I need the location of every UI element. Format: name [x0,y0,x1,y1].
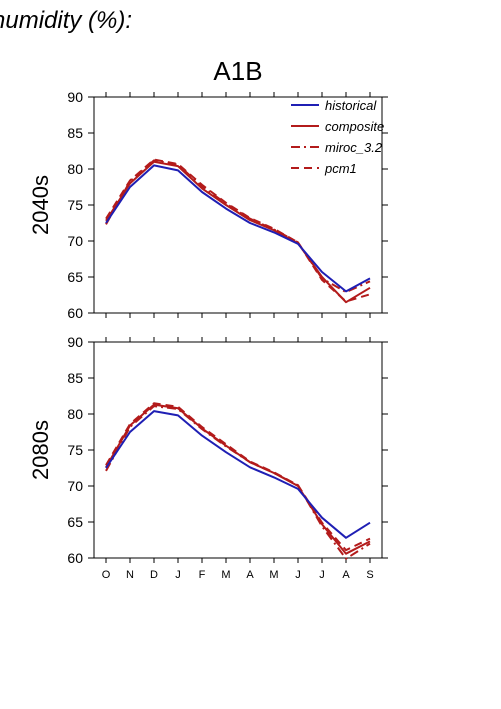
chart-legend: historical composite miroc_3.2 pcm1 [291,98,384,176]
row-label-2080s: 2080s [28,420,53,480]
y-tick-label: 60 [67,305,83,321]
plot-frame [93,341,383,559]
panel-2040s: 60 65 70 75 80 85 90 2040s [28,89,388,321]
series-line-pcm1 [105,158,371,303]
series-line-miroc-3-2 [105,159,371,294]
y-tick-label: 65 [67,269,83,285]
y-tick-label: 80 [67,406,83,422]
x-tick-label: J [175,569,181,581]
series-line-historical [105,164,371,293]
x-tick-label: F [199,569,206,581]
x-tick-label: O [102,569,111,581]
series-line-composite [105,160,371,304]
y-tick-label: 90 [67,334,83,350]
legend-label-miroc-3-2: miroc_3.2 [325,140,383,155]
x-tick-label: N [126,569,134,581]
x-tick-label: A [342,569,350,581]
y-tick-label: 65 [67,514,83,530]
page-header: humidity (%): [0,7,132,34]
series-line-historical [105,410,371,539]
series-line-pcm1 [105,402,371,552]
series-line-miroc-3-2 [105,405,371,560]
x-tick-label: J [295,569,301,581]
y-tick-label: 75 [67,442,83,458]
legend-label-pcm1: pcm1 [324,161,357,176]
x-tick-label: D [150,569,158,581]
x-tick-label: J [319,569,325,581]
x-tick-label: A [246,569,254,581]
x-tick-label: M [221,569,230,581]
y-tick-label: 70 [67,233,83,249]
panel-2080s: 60 65 70 75 80 85 90 O N D J F M A M J J A S 2080s [28,334,388,581]
y-tick-label: 85 [67,125,83,141]
row-label-2040s: 2040s [28,175,53,235]
y-tick-label: 80 [67,161,83,177]
legend-label-composite: composite [325,119,384,134]
legend-label-historical: historical [325,98,377,113]
y-tick-label: 60 [67,550,83,566]
x-tick-label: M [269,569,278,581]
y-tick-label: 75 [67,197,83,213]
series-line-composite [105,403,371,555]
y-tick-label: 85 [67,370,83,386]
x-tick-label: S [366,569,373,581]
chart-panels: 60 65 70 75 80 85 90 2040s 60 65 70 75 80 85 90 O N D J F M A… [28,89,388,581]
chart-title: A1B [213,56,262,86]
y-tick-label: 90 [67,89,83,105]
y-tick-label: 70 [67,478,83,494]
